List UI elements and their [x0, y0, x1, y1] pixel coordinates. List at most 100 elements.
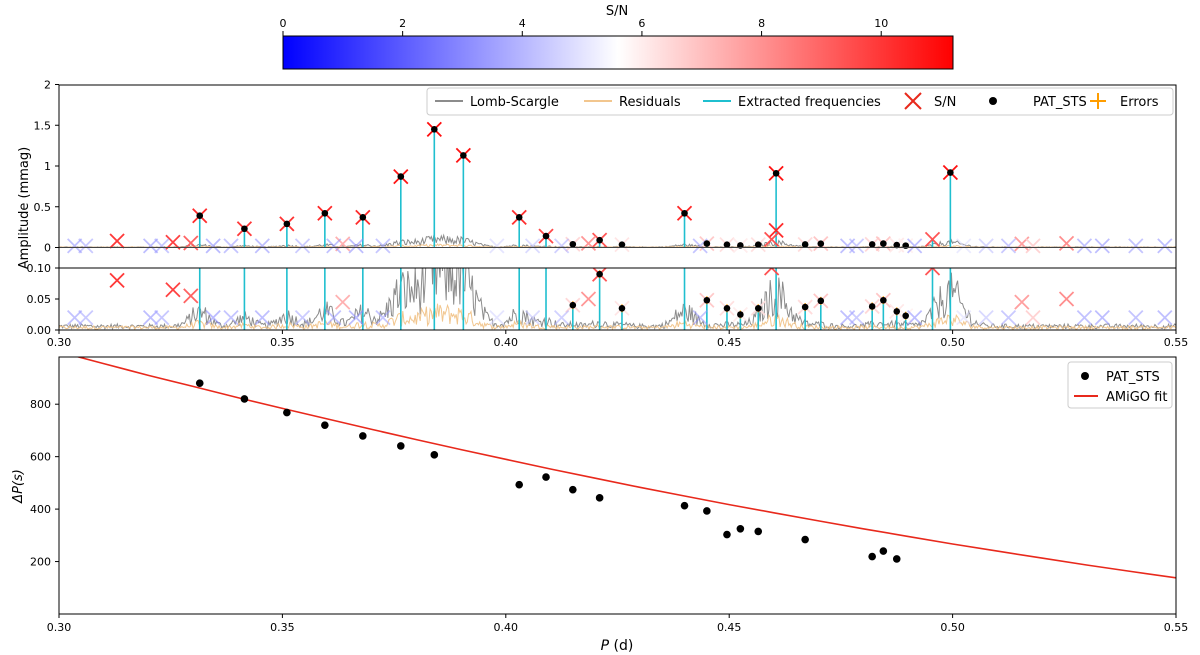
pat-sts-point — [754, 241, 762, 248]
zoom-sn-marker — [254, 309, 270, 326]
zoom-y-tick-label: 0.00 — [27, 324, 52, 337]
zoom-sn-marker — [154, 309, 170, 326]
zoom-sn-marker-stroke — [294, 309, 311, 326]
sn-marker-stroke — [906, 238, 923, 254]
sn-marker-stroke — [375, 238, 391, 254]
sn-marker — [1076, 238, 1093, 254]
zoom-sn-marker — [978, 309, 994, 326]
zoom-sn-marker — [1014, 294, 1030, 310]
sn-marker-stroke — [1094, 238, 1110, 254]
bottom-x-tick-label: 0.55 — [1164, 621, 1189, 634]
pat-sts-point — [723, 241, 731, 248]
pat-sts-point-bottom — [240, 395, 249, 403]
sn-marker-stroke — [154, 238, 170, 254]
sn-marker-stroke — [348, 238, 364, 254]
zoom-sn-marker-stroke — [1025, 309, 1041, 326]
sn-marker — [1128, 238, 1144, 254]
zoom-sn-marker-stroke — [848, 309, 865, 326]
bottom-y-ticks: 200 400 600 800 — [30, 398, 59, 569]
bottom-ylabel: ΔP(s) — [11, 469, 26, 504]
colorbar: S/N 0 2 4 6 8 10 — [280, 4, 954, 70]
zoom-pat-sts-point — [868, 303, 876, 310]
zoom-sn-marker-stroke — [1157, 309, 1173, 326]
pat-sts-point — [542, 232, 550, 240]
bottom-y-tick-label: 400 — [30, 503, 51, 516]
periodogram-zoom-panel: 0.00 0.05 0.10 0.30 0.35 0.40 0.45 0.50 0.55 — [27, 262, 1189, 349]
sn-marker — [768, 222, 784, 239]
top-y-tick-label: 1 — [44, 160, 51, 173]
pat-sts-point-bottom — [868, 552, 876, 561]
zoom-sn-marker-stroke — [348, 309, 364, 326]
pat-sts-point-bottom — [515, 480, 524, 489]
pat-sts-point — [947, 169, 954, 176]
sn-marker — [554, 238, 570, 254]
pat-sts-point — [681, 209, 688, 217]
zoom-pat-sts-point — [880, 296, 887, 304]
bottom-xlabel: P (d) — [601, 638, 634, 654]
sn-marker — [524, 238, 541, 254]
pat-sts-point-bottom — [703, 507, 711, 515]
pat-sts-point — [359, 214, 367, 221]
zoom-sn-marker-stroke — [1094, 309, 1110, 326]
zoom-sn-marker — [1058, 291, 1075, 307]
sn-marker-stroke — [335, 236, 351, 252]
sn-marker — [205, 238, 221, 254]
colorbar-tick-label: 0 — [280, 17, 287, 30]
colorbar-gradient — [282, 35, 954, 70]
zoom-sn-marker — [165, 282, 181, 298]
sn-marker-stroke — [764, 231, 780, 247]
sn-marker — [1058, 235, 1075, 252]
pat-sts-point — [515, 214, 523, 221]
pat-sts-point — [569, 240, 577, 248]
zoom-x-tick-label: 0.55 — [1164, 336, 1189, 349]
pat-sts-point — [817, 240, 825, 247]
zoom-sn-marker — [294, 309, 311, 326]
zoom-sn-marker — [375, 309, 391, 326]
sn-marker-stroke — [524, 238, 541, 254]
pat-sts-series — [195, 379, 901, 563]
zoom-pat-sts-point — [618, 305, 626, 312]
bottom-legend: PAT_STS AMiGO fit — [1067, 361, 1173, 409]
pat-sts-point-bottom — [879, 547, 888, 555]
sn-marker-stroke — [978, 238, 994, 254]
pat-sts-point — [868, 241, 876, 248]
sn-marker-stroke — [67, 238, 83, 254]
pat-sts-point-bottom — [359, 432, 367, 440]
zoom-sn-marker — [142, 309, 159, 326]
pat-sts-point — [801, 241, 809, 248]
sn-marker-stroke — [165, 234, 181, 250]
zoom-sn-marker — [1000, 309, 1017, 326]
zoom-sn-marker-stroke — [183, 288, 199, 304]
pat-sts-point-bottom — [195, 379, 204, 388]
pat-sts-point-bottom — [595, 494, 604, 502]
zoom-sn-marker-stroke — [956, 309, 972, 326]
top-ylabel: Amplitude (mmag) — [17, 147, 32, 269]
zoom-pat-sts-markers — [569, 270, 909, 320]
zoom-sn-marker-stroke — [223, 309, 239, 326]
zoom-sn-marker-stroke — [764, 268, 773, 276]
zoom-sn-marker-stroke — [326, 309, 342, 326]
zoom-sn-marker — [326, 309, 342, 326]
sn-marker — [78, 238, 94, 254]
zoom-sn-marker — [1025, 309, 1041, 326]
bottom-x-tick-label: 0.45 — [717, 621, 742, 634]
zoom-x-tick-label: 0.30 — [47, 336, 72, 349]
sn-marker-stroke — [1157, 238, 1173, 254]
bottom-xlabel-unit: (d) — [609, 638, 633, 654]
colorbar-tick-label: 6 — [638, 17, 645, 30]
zoom-sn-marker-stroke — [165, 282, 181, 298]
pat-sts-point — [618, 241, 626, 248]
zoom-sn-marker — [1128, 309, 1144, 326]
zoom-pat-sts-point — [569, 301, 577, 309]
colorbar-tick-label: 2 — [399, 17, 406, 30]
zoom-sn-marker-stroke — [205, 309, 221, 326]
bottom-y-tick-label: 600 — [30, 451, 51, 464]
legend-label-residuals: Residuals — [619, 95, 681, 110]
legend-swatch-pat — [989, 97, 997, 105]
pat-sts-point — [893, 241, 901, 249]
sn-marker-stroke — [294, 238, 311, 254]
sn-marker — [1025, 238, 1041, 254]
zoom-pat-sts-point — [723, 305, 731, 312]
colorbar-ticks: 0 2 4 6 8 10 — [280, 17, 888, 36]
zoom-pat-sts-point — [902, 312, 909, 320]
